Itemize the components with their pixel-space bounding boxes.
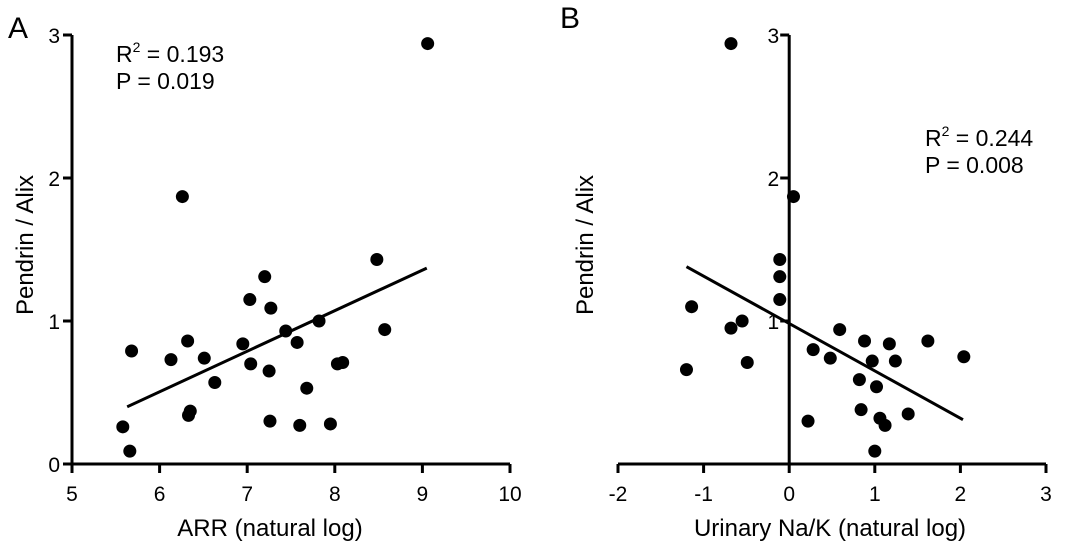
panel-b-r-superscript: 2 <box>942 123 950 139</box>
panel-b-axes: -2 -1 0 1 2 3 1 2 3 <box>609 25 1052 506</box>
panel-a-y-tick-label: 0 <box>48 454 60 477</box>
panel-b-p-value: P = 0.008 <box>925 152 1024 178</box>
panel-a-y-axis-title: Pendrin / Alix <box>12 175 39 315</box>
panel-a-letter: A <box>8 12 28 45</box>
panel-b-data-point <box>882 337 896 351</box>
panel-b-data-point <box>901 407 915 421</box>
panel-b-data-point <box>685 300 699 314</box>
panel-a-data-point <box>123 444 137 458</box>
panel-b-r-squared: R2 = 0.244 <box>925 123 1033 151</box>
panel-a-data-point <box>125 344 139 358</box>
panel-a-y-tick-label: 1 <box>48 311 60 334</box>
panel-a-data-point <box>263 414 277 428</box>
panel-a-data-point <box>370 253 384 267</box>
panel-b-x-tick-label: 0 <box>783 483 795 506</box>
panel-b-letter: B <box>560 2 580 35</box>
panel-a-axes: 5 6 7 8 9 10 0 1 2 3 <box>48 25 521 506</box>
panel-b-y-tick-label: 2 <box>768 168 780 191</box>
panel-a-data-point <box>378 323 392 337</box>
panel-a-r-label: R <box>116 41 133 67</box>
panel-a-x-tick-label: 7 <box>241 483 253 506</box>
panel-a-data-point <box>279 324 293 338</box>
panel-b-data-point <box>823 351 837 365</box>
panel-a-x-tick-label: 10 <box>498 483 521 506</box>
panel-a-data-point <box>336 355 350 369</box>
panel-b-data-point <box>724 37 738 51</box>
panel-a-data-point <box>197 351 211 365</box>
panel-b-x-tick-label: -1 <box>694 483 713 506</box>
panel-a-data-point <box>262 364 276 378</box>
panel-a-data-point <box>300 381 314 395</box>
panel-b-data-point <box>740 355 754 369</box>
panel-a-data-point <box>236 337 250 351</box>
panel-b-data-point <box>854 403 868 417</box>
panel-b-x-tick-label: 1 <box>869 483 881 506</box>
panel-b-r-label: R <box>925 125 942 151</box>
panel-b-y-tick-label: 1 <box>768 311 780 334</box>
panel-a-data-point <box>312 314 326 328</box>
panel-a-data-point <box>208 375 222 389</box>
panel-a-x-tick-label: 8 <box>329 483 341 506</box>
panel-b-x-tick-label: -2 <box>609 483 628 506</box>
panel-b-x-axis-title: Urinary Na/K (natural log) <box>694 515 966 542</box>
panel-a-data-point <box>323 417 337 431</box>
panel-a-data-point <box>164 353 178 367</box>
panel-a-data-point <box>175 190 189 204</box>
panel-b-data-point <box>888 354 902 368</box>
panel-b-data-point <box>773 293 787 307</box>
panel-a-data-point <box>264 301 278 315</box>
panel-a-regression-line <box>126 266 428 409</box>
panel-a-data-point <box>116 420 130 434</box>
panel-a-data-point <box>290 335 304 349</box>
panel-a-p-value: P = 0.019 <box>116 68 215 94</box>
panel-a-x-axis-title: ARR (natural log) <box>177 515 362 542</box>
panel-b-data-point <box>806 343 820 357</box>
panel-a-data-point <box>421 37 435 51</box>
panel-b-data-point <box>878 418 892 432</box>
panel-b-data-point <box>724 321 738 335</box>
panel-b-data-point <box>921 334 935 348</box>
panel-a-x-tick-label: 9 <box>417 483 429 506</box>
panel-b-data-point <box>870 380 884 394</box>
panel-a-x-tick-label: 5 <box>66 483 78 506</box>
panel-a-y-tick-label: 3 <box>48 25 60 48</box>
panel-a-data-point <box>181 334 195 348</box>
panel-a-data-point <box>258 270 272 284</box>
panel-a-r-superscript: 2 <box>133 39 141 55</box>
panel-a-x-tick-label: 6 <box>154 483 166 506</box>
panel-b-data-point <box>773 253 787 267</box>
panel-b-data-point <box>852 373 866 387</box>
panel-b-data-point <box>957 350 971 364</box>
panel-b-data-point <box>735 314 749 328</box>
panel-b-data-point <box>679 363 693 377</box>
panel-b-data-point <box>833 323 847 337</box>
panel-b-y-axis-title: Pendrin / Alix <box>572 175 599 315</box>
panel-b-data-point <box>868 444 882 458</box>
panel-a-data-point <box>243 293 257 307</box>
panel-b-y-tick-label: 3 <box>768 25 780 48</box>
panel-a-r-value: = 0.193 <box>140 41 224 67</box>
panel-b-x-tick-label: 2 <box>955 483 967 506</box>
panel-b-data-point <box>858 334 872 348</box>
panel-b-data-point <box>801 414 815 428</box>
panel-b-regression-line <box>685 265 964 421</box>
panel-a-data-point <box>293 418 307 432</box>
panel-b-data-point <box>773 270 787 284</box>
panel-a-y-tick-label: 2 <box>48 168 60 191</box>
panel-b-data-point <box>865 354 879 368</box>
panel-b-data-point <box>786 190 800 204</box>
panel-b-x-tick-label: 3 <box>1040 483 1052 506</box>
panel-a-data-point <box>183 404 197 418</box>
panel-a-r-squared: R2 = 0.193 <box>116 39 224 67</box>
panel-a-data-point <box>244 357 258 371</box>
panel-b-r-value: = 0.244 <box>949 125 1033 151</box>
